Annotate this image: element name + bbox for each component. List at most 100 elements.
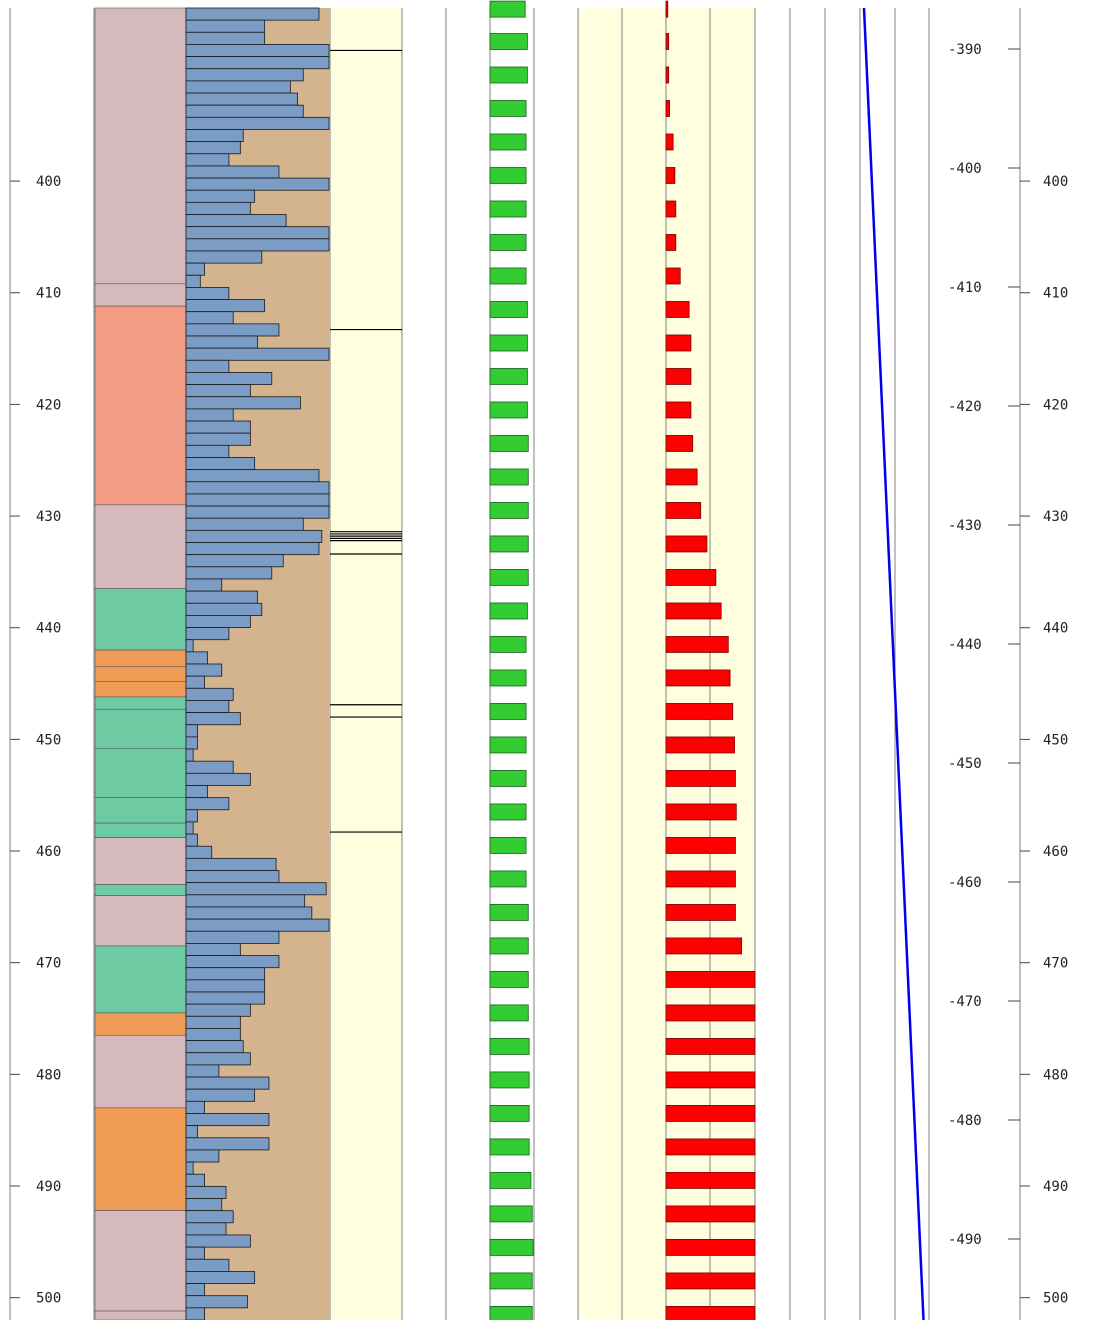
red-bar: [665, 301, 690, 318]
grain-bar: [185, 1161, 194, 1175]
green-bar: [489, 904, 529, 921]
grain-bar: [185, 299, 266, 313]
grain-bar: [185, 408, 234, 422]
red-bar: [665, 535, 708, 553]
green-bar: [489, 301, 528, 318]
grain-bar: [185, 116, 330, 130]
lithology-interval: [94, 822, 187, 838]
lithology-interval: [94, 1210, 187, 1312]
grain-bar: [185, 1246, 205, 1260]
grain-bar: [185, 177, 330, 191]
lithology-interval: [94, 666, 187, 682]
depth-tick-label-right: 500: [1043, 1291, 1068, 1307]
grain-bar: [185, 724, 198, 738]
grain-bar: [185, 396, 301, 410]
red-bar-track: [665, 0, 756, 1320]
red-bar: [665, 736, 735, 754]
grain-bar: [185, 1137, 270, 1151]
grain-bar: [185, 712, 241, 726]
red-bar: [665, 100, 670, 117]
elevation-tick-label: -470: [948, 994, 982, 1010]
lithology-track: [94, 7, 187, 1320]
grain-bar: [185, 797, 230, 811]
grain-bar: [185, 1210, 234, 1224]
red-bar: [665, 1172, 756, 1189]
red-bar: [665, 334, 692, 352]
green-bar: [489, 334, 528, 352]
red-bar: [665, 803, 737, 821]
grain-bar: [185, 772, 251, 786]
depth-tick-label-right: 440: [1043, 621, 1068, 637]
depth-tick-label-left: 400: [36, 174, 61, 190]
grain-bar: [185, 517, 304, 531]
lithology-interval: [94, 1012, 187, 1036]
grain-bar: [185, 1088, 256, 1102]
red-bar: [665, 669, 731, 687]
grain-bar: [185, 785, 208, 799]
grain-bar: [185, 870, 280, 884]
grain-bar: [185, 1185, 227, 1199]
green-bar: [489, 100, 527, 117]
grain-bar: [185, 906, 313, 920]
grain-bar: [185, 323, 280, 337]
grain-bar: [185, 615, 251, 628]
grain-bar: [185, 639, 194, 653]
grain-bar: [185, 687, 234, 701]
green-bar: [489, 1138, 530, 1156]
green-bar: [489, 1205, 533, 1223]
red-bar: [665, 234, 677, 251]
red-bar: [665, 569, 717, 586]
grain-bar: [185, 1028, 241, 1041]
grain-bar: [185, 457, 256, 471]
green-bar: [489, 1105, 530, 1122]
grain-bar: [185, 845, 213, 859]
green-bar: [489, 569, 529, 586]
grain-bar: [185, 554, 284, 568]
red-bar: [665, 1272, 756, 1290]
red-bar: [665, 200, 677, 218]
grain-bar: [185, 943, 241, 956]
lithology-interval: [94, 1310, 187, 1320]
red-bar: [665, 636, 729, 653]
elevation-tick-label: -490: [948, 1232, 982, 1248]
grain-bar: [185, 991, 266, 1005]
elevation-tick-label: -460: [948, 875, 982, 891]
grain-bar: [185, 68, 304, 82]
grain-bar: [185, 529, 323, 543]
green-bar: [489, 368, 528, 385]
grain-bar: [185, 56, 330, 70]
lithology-interval: [94, 7, 187, 285]
curve-line: [862, 7, 925, 1320]
grain-bar: [185, 505, 330, 519]
elevation-tick-label: -450: [948, 756, 982, 772]
red-bar: [665, 1239, 756, 1256]
depth-tick-label-right: 480: [1043, 1067, 1068, 1083]
grain-bar: [185, 809, 198, 823]
red-bar: [665, 167, 676, 184]
grain-bar: [185, 1271, 256, 1284]
grain-bar: [185, 821, 194, 835]
lithology-interval: [94, 837, 187, 885]
green-bar: [489, 66, 528, 84]
green-bar: [489, 1038, 530, 1055]
elevation-tick-label: -390: [948, 42, 982, 58]
grain-bar: [185, 955, 280, 969]
lithology-interval: [94, 1034, 187, 1109]
grain-bar: [185, 1198, 223, 1212]
depth-tick-label-right: 450: [1043, 732, 1068, 748]
grain-bar: [185, 1003, 251, 1017]
depth-tick-label-left: 490: [36, 1179, 61, 1195]
depth-tick-label-left: 500: [36, 1291, 61, 1307]
grain-bar: [185, 663, 223, 677]
lithology-interval: [94, 945, 187, 1014]
depth-axes: 400 400 410 410 420 420 430 430 440 440 450 450 460 4…: [10, 42, 1068, 1307]
depth-tick-label-left: 460: [36, 844, 61, 860]
green-bar-track: [489, 0, 534, 1320]
lithology-interval: [94, 305, 187, 506]
green-bar: [489, 636, 527, 653]
grain-bar: [185, 469, 320, 483]
depth-tick-label-right: 470: [1043, 956, 1068, 972]
grain-bar: [185, 432, 251, 446]
grain-bar: [185, 287, 230, 300]
red-bar: [665, 602, 722, 620]
